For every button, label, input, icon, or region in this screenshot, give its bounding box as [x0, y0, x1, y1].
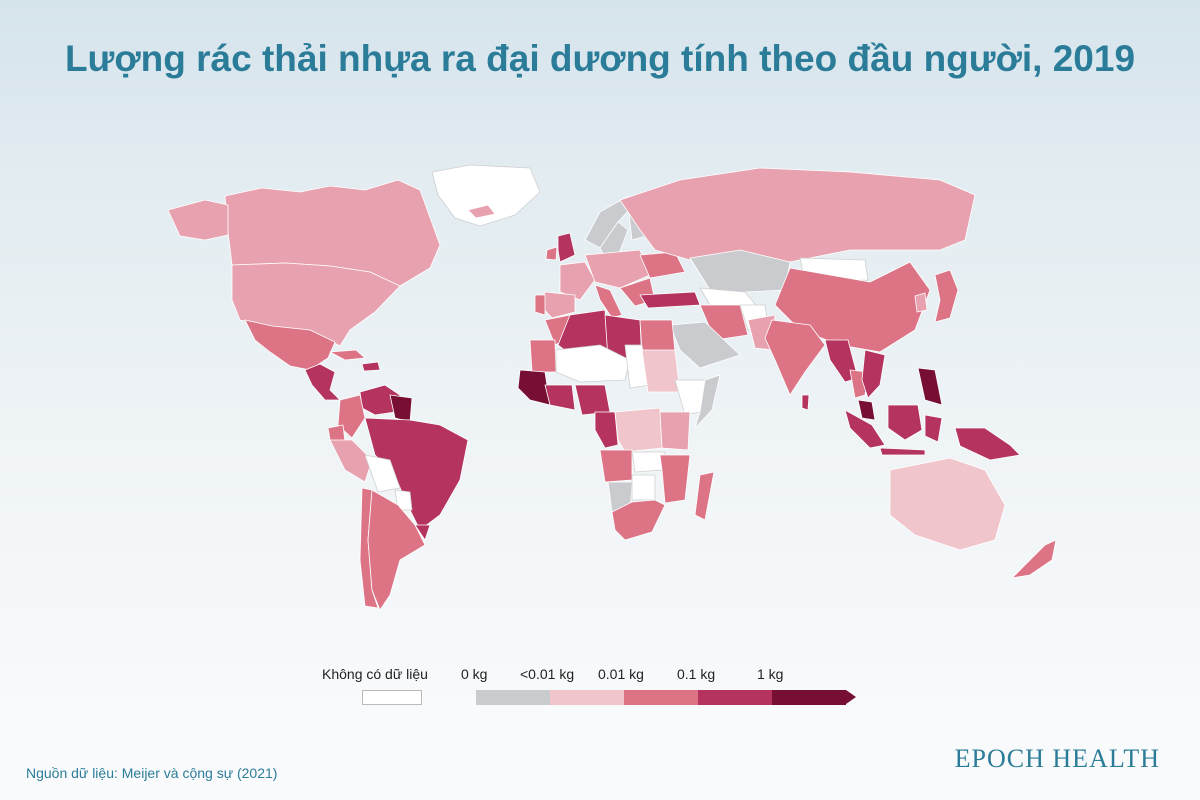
region-ireland — [545, 246, 558, 261]
brand-logo: EPOCH HEALTH — [954, 744, 1160, 773]
region-malaysia — [857, 399, 876, 421]
region-west-africa-coast — [517, 369, 551, 406]
region-peru — [329, 439, 373, 483]
region-argentina — [367, 489, 426, 611]
region-sri-lanka — [801, 394, 810, 411]
legend-swatch-zero — [476, 690, 550, 705]
region-alaska — [167, 199, 229, 241]
region-sudan — [641, 349, 681, 393]
region-madagascar — [694, 471, 715, 521]
region-java — [879, 447, 926, 456]
region-dr-congo — [614, 407, 663, 453]
legend-swatch-001-01 — [624, 690, 698, 705]
legend-swatch-01-1 — [698, 690, 772, 705]
region-turkey — [639, 291, 701, 309]
legend-swatch-lt-001 — [550, 690, 624, 705]
region-south-africa — [611, 499, 666, 541]
region-sumatra — [844, 409, 886, 449]
legend-label-4: 1 kg — [757, 666, 784, 682]
region-guyana-suriname — [389, 394, 413, 423]
region-cameroon-gabon — [594, 411, 619, 449]
legend-label-3: 0.1 kg — [677, 666, 716, 682]
region-cuba — [329, 349, 366, 361]
source-note: Nguồn dữ liệu: Meijer và cộng sự (2021) — [26, 765, 278, 781]
region-greenland — [431, 164, 541, 227]
region-new-zealand — [1011, 539, 1057, 579]
legend-swatch-1-10 — [772, 690, 846, 705]
region-australia — [889, 457, 1006, 551]
region-ghana — [544, 384, 576, 411]
region-haiti-dominican-rep — [361, 361, 381, 372]
legend-color-ramp — [476, 690, 856, 705]
region-central-europe — [584, 249, 651, 289]
region-united-states — [231, 262, 401, 347]
legend-label-2: 0.01 kg — [598, 666, 644, 682]
region-ukraine — [639, 251, 686, 279]
region-colombia — [337, 394, 366, 439]
region-sulawesi — [924, 414, 943, 443]
region-india — [764, 319, 826, 396]
region-mauritania — [529, 339, 557, 373]
legend: Không có dữ liệu 0 kg <0.01 kg 0.01 kg 0… — [0, 660, 1200, 720]
region-angola — [599, 449, 633, 483]
region-vietnam-cambodia — [861, 349, 886, 399]
region-saudi-arabia — [669, 321, 741, 369]
region-korea — [914, 292, 928, 313]
region-borneo — [887, 404, 923, 441]
region-ecuador — [327, 424, 346, 443]
region-nigeria — [574, 384, 611, 416]
region-kenya-tanzania — [659, 411, 691, 451]
region-russia — [619, 167, 976, 263]
region-botswana — [631, 474, 656, 501]
region-somalia — [694, 374, 721, 429]
legend-no-data-swatch — [362, 690, 422, 705]
region-bolivia — [364, 454, 401, 493]
region-united-kingdom — [557, 232, 576, 263]
region-new-guinea — [954, 427, 1021, 461]
region-mozambique — [659, 454, 691, 504]
region-mali-niger — [555, 344, 631, 383]
region-paraguay — [394, 489, 413, 511]
region-egypt — [639, 319, 676, 353]
region-japan — [934, 269, 959, 323]
region-france — [559, 261, 596, 301]
legend-arrow — [846, 690, 856, 704]
region-central-america — [304, 363, 341, 401]
region-iceland — [467, 204, 496, 219]
region-philippines — [917, 367, 943, 406]
region-portugal — [534, 294, 546, 316]
region-uruguay — [414, 524, 431, 541]
chart-title: Lượng rác thải nhựa ra đại dương tính th… — [64, 38, 1136, 79]
legend-label-0: 0 kg — [461, 666, 488, 682]
legend-no-data-label: Không có dữ liệu — [322, 666, 428, 682]
legend-label-1: <0.01 kg — [520, 666, 575, 682]
